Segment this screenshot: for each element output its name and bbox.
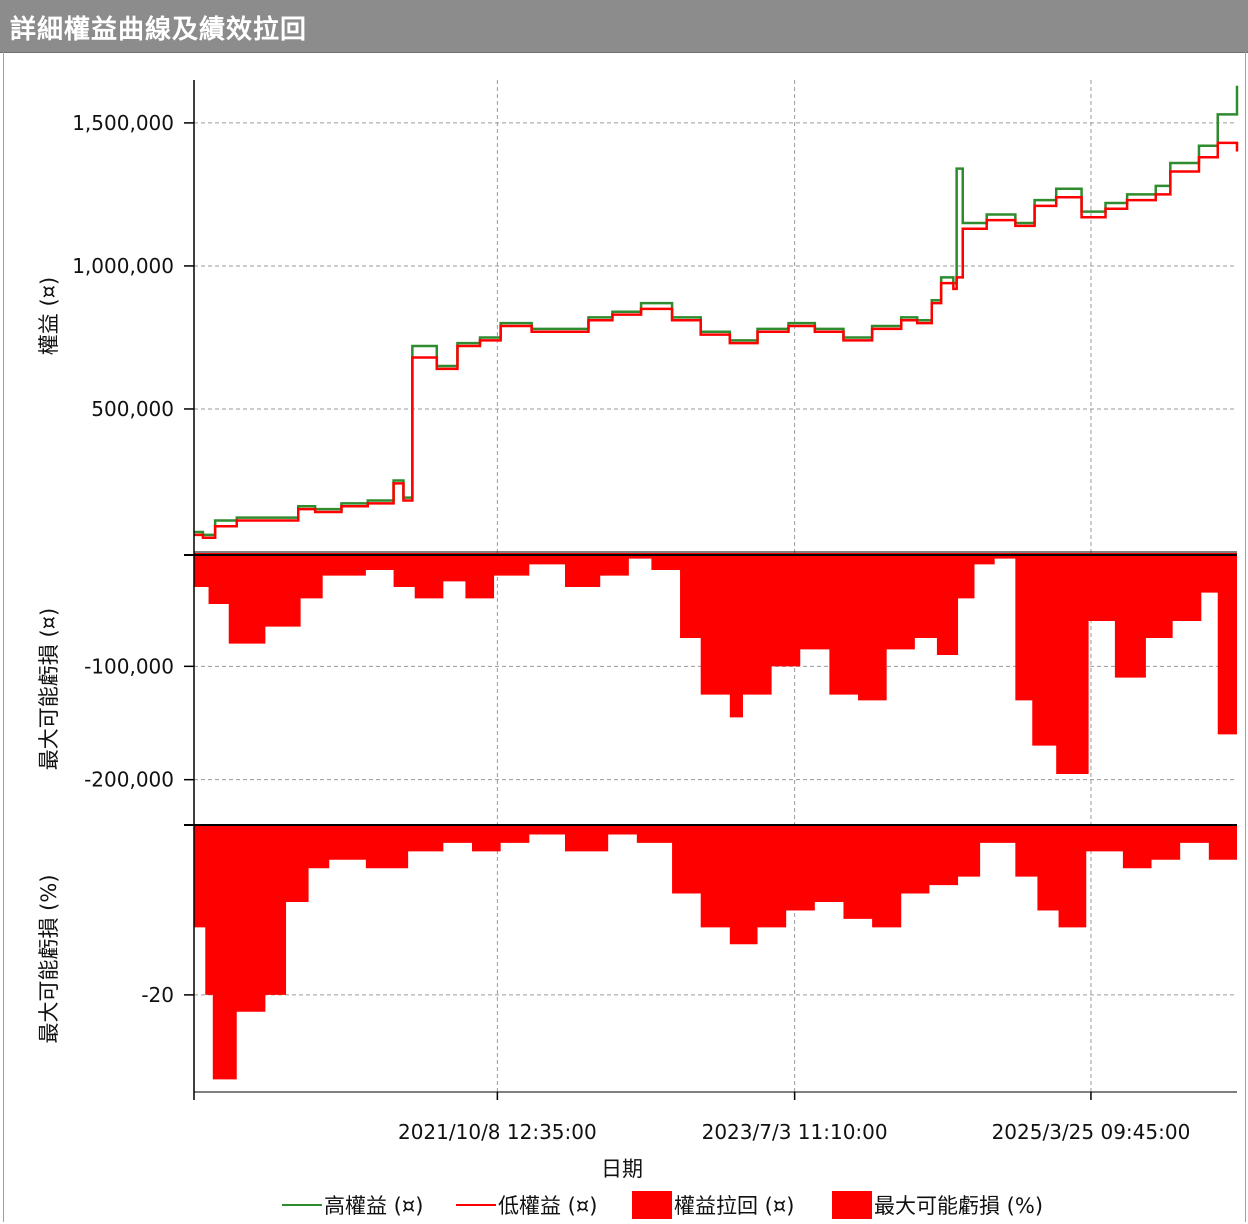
legend-box-swatch — [632, 1191, 672, 1219]
y-tick-label: 1,000,000 — [72, 254, 174, 278]
high-equity-line — [194, 85, 1239, 537]
y-tick-label: -200,000 — [84, 768, 174, 792]
legend-label: 低權益 (¤) — [498, 1194, 597, 1218]
x-tick-label: 2025/3/25 09:45:00 — [992, 1120, 1191, 1144]
legend-label: 最大可能虧損 (%) — [874, 1194, 1043, 1218]
y-tick-label: 1,500,000 — [72, 111, 174, 135]
x-tick-label: 2023/7/3 11:10:00 — [702, 1120, 888, 1144]
y-tick-label: 500,000 — [91, 397, 174, 421]
y-axis-title: 權益 (¤) — [37, 277, 61, 355]
y-axis-titles: 權益 (¤) 最大可能虧損 (¤) 最大可能虧損 (%) — [37, 277, 61, 1044]
y-tick-label: -100,000 — [84, 654, 174, 678]
low-equity-line — [194, 141, 1239, 539]
window-title-bar: 詳細權益曲線及績效拉回 — [0, 0, 1248, 53]
y-axis-title: 最大可能虧損 (¤) — [37, 608, 61, 770]
x-axis-title: 日期 — [601, 1157, 643, 1181]
window-title: 詳細權益曲線及績效拉回 — [10, 15, 308, 45]
equity-drawdown-chart: 2021/10/8 12:35:00 2023/7/3 11:10:00 2025/… — [37, 80, 1239, 1219]
chart-frame: 2021/10/8 12:35:00 2023/7/3 11:10:00 2025/… — [3, 52, 1246, 1222]
legend-label: 權益拉回 (¤) — [674, 1194, 794, 1218]
y-tick-label: -20 — [141, 983, 174, 1007]
drawdown-value-area — [194, 553, 1237, 780]
tick-labels: 2021/10/8 12:35:00 2023/7/3 11:10:00 2025/… — [72, 111, 1190, 1144]
chart-series — [194, 85, 1239, 1080]
chart-axes — [184, 80, 1237, 1100]
legend: 高權益 (¤) 低權益 (¤) 權益拉回 (¤) 最大可能虧損 (%) — [282, 1191, 1043, 1219]
y-axis-title: 最大可能虧損 (%) — [37, 874, 61, 1043]
legend-label: 高權益 (¤) — [324, 1194, 423, 1218]
legend-box-swatch — [832, 1191, 872, 1219]
drawdown-percent-area — [194, 826, 1237, 1080]
x-tick-label: 2021/10/8 12:35:00 — [398, 1120, 597, 1144]
